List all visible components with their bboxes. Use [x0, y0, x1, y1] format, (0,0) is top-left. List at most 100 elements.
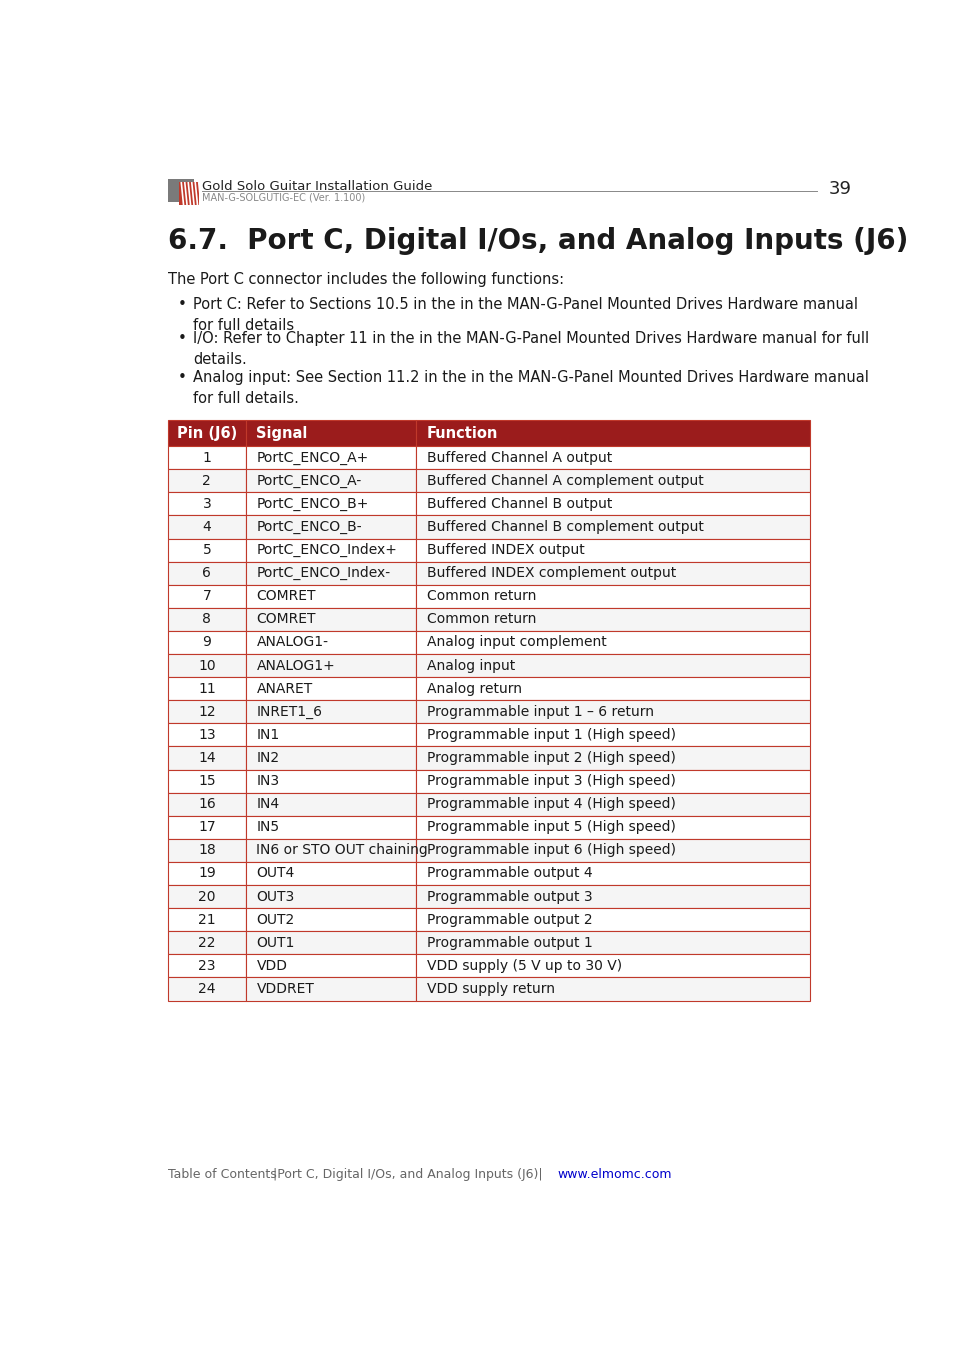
- Text: I/O: Refer to Chapter 11 in the in the MAN-G-Panel Mounted Drives Hardware manua: I/O: Refer to Chapter 11 in the in the M…: [193, 331, 868, 367]
- FancyBboxPatch shape: [168, 792, 245, 815]
- Text: 4: 4: [202, 520, 211, 535]
- FancyBboxPatch shape: [245, 909, 416, 931]
- FancyBboxPatch shape: [245, 931, 416, 954]
- Text: 12: 12: [198, 705, 215, 718]
- FancyBboxPatch shape: [168, 420, 245, 446]
- Text: Programmable output 1: Programmable output 1: [427, 936, 592, 950]
- FancyBboxPatch shape: [416, 838, 809, 861]
- FancyBboxPatch shape: [168, 724, 245, 747]
- Text: OUT3: OUT3: [256, 890, 294, 903]
- FancyBboxPatch shape: [416, 954, 809, 977]
- FancyBboxPatch shape: [168, 886, 245, 909]
- FancyBboxPatch shape: [416, 886, 809, 909]
- FancyBboxPatch shape: [416, 909, 809, 931]
- FancyBboxPatch shape: [416, 608, 809, 630]
- Text: OUT2: OUT2: [256, 913, 294, 926]
- FancyBboxPatch shape: [245, 954, 416, 977]
- Text: Programmable input 1 – 6 return: Programmable input 1 – 6 return: [427, 705, 653, 718]
- FancyBboxPatch shape: [245, 861, 416, 886]
- Text: PortC_ENCO_B+: PortC_ENCO_B+: [256, 497, 369, 510]
- FancyBboxPatch shape: [416, 724, 809, 747]
- Text: PortC_ENCO_B-: PortC_ENCO_B-: [256, 520, 362, 535]
- FancyBboxPatch shape: [245, 747, 416, 769]
- FancyBboxPatch shape: [245, 516, 416, 539]
- Text: OUT4: OUT4: [256, 867, 294, 880]
- Text: IN2: IN2: [256, 751, 279, 765]
- Text: IN4: IN4: [256, 798, 279, 811]
- Text: Programmable input 6 (High speed): Programmable input 6 (High speed): [427, 844, 676, 857]
- Text: Programmable input 3 (High speed): Programmable input 3 (High speed): [427, 774, 675, 788]
- FancyBboxPatch shape: [168, 815, 245, 838]
- Text: IN5: IN5: [256, 821, 279, 834]
- Text: The Port C connector includes the following functions:: The Port C connector includes the follow…: [168, 273, 563, 288]
- FancyBboxPatch shape: [168, 630, 245, 653]
- FancyBboxPatch shape: [416, 420, 809, 446]
- Text: 9: 9: [202, 636, 211, 649]
- Text: Analog return: Analog return: [427, 682, 521, 695]
- FancyBboxPatch shape: [245, 838, 416, 861]
- Text: PortC_ENCO_A+: PortC_ENCO_A+: [256, 451, 368, 464]
- FancyBboxPatch shape: [416, 562, 809, 585]
- FancyBboxPatch shape: [416, 701, 809, 724]
- FancyBboxPatch shape: [168, 446, 245, 470]
- FancyBboxPatch shape: [416, 446, 809, 470]
- FancyBboxPatch shape: [416, 630, 809, 653]
- FancyBboxPatch shape: [416, 539, 809, 562]
- FancyBboxPatch shape: [245, 470, 416, 493]
- Text: Signal: Signal: [256, 425, 308, 440]
- Text: 14: 14: [198, 751, 215, 765]
- Text: IN3: IN3: [256, 774, 279, 788]
- Text: 3: 3: [202, 497, 211, 510]
- Text: •: •: [178, 370, 187, 385]
- FancyBboxPatch shape: [416, 653, 809, 678]
- FancyBboxPatch shape: [245, 977, 416, 1000]
- Text: Programmable output 3: Programmable output 3: [427, 890, 592, 903]
- Text: Common return: Common return: [427, 613, 536, 626]
- FancyBboxPatch shape: [168, 653, 245, 678]
- FancyBboxPatch shape: [416, 931, 809, 954]
- Text: 24: 24: [198, 981, 215, 996]
- FancyBboxPatch shape: [416, 470, 809, 493]
- FancyBboxPatch shape: [168, 747, 245, 769]
- FancyBboxPatch shape: [416, 747, 809, 769]
- Text: 15: 15: [198, 774, 215, 788]
- Text: 10: 10: [198, 659, 215, 672]
- Text: 6: 6: [202, 566, 211, 580]
- Text: ANARET: ANARET: [256, 682, 313, 695]
- FancyBboxPatch shape: [245, 585, 416, 608]
- Text: |Port C, Digital I/Os, and Analog Inputs (J6)|: |Port C, Digital I/Os, and Analog Inputs…: [261, 1168, 542, 1181]
- Text: www.elmomc.com: www.elmomc.com: [557, 1168, 671, 1181]
- FancyBboxPatch shape: [416, 861, 809, 886]
- FancyBboxPatch shape: [245, 562, 416, 585]
- FancyBboxPatch shape: [168, 608, 245, 630]
- Text: Programmable output 4: Programmable output 4: [427, 867, 592, 880]
- Text: Buffered Channel A complement output: Buffered Channel A complement output: [427, 474, 703, 487]
- Text: Analog input complement: Analog input complement: [427, 636, 606, 649]
- Text: 21: 21: [198, 913, 215, 926]
- FancyBboxPatch shape: [168, 539, 245, 562]
- Text: 23: 23: [198, 958, 215, 973]
- Text: VDD: VDD: [256, 958, 287, 973]
- FancyBboxPatch shape: [168, 493, 245, 516]
- Text: Analog input: Analog input: [427, 659, 515, 672]
- FancyBboxPatch shape: [245, 886, 416, 909]
- FancyBboxPatch shape: [416, 585, 809, 608]
- Text: PortC_ENCO_A-: PortC_ENCO_A-: [256, 474, 361, 487]
- Text: COMRET: COMRET: [256, 613, 315, 626]
- Text: Pin (J6): Pin (J6): [176, 425, 236, 440]
- FancyBboxPatch shape: [245, 769, 416, 792]
- Text: ANALOG1-: ANALOG1-: [256, 636, 328, 649]
- Text: IN1: IN1: [256, 728, 279, 743]
- Text: 8: 8: [202, 613, 211, 626]
- FancyBboxPatch shape: [416, 769, 809, 792]
- Text: 20: 20: [198, 890, 215, 903]
- Text: 2: 2: [202, 474, 211, 487]
- Text: VDDRET: VDDRET: [256, 981, 314, 996]
- FancyBboxPatch shape: [416, 516, 809, 539]
- FancyBboxPatch shape: [168, 701, 245, 724]
- Text: 39: 39: [827, 181, 850, 198]
- FancyBboxPatch shape: [168, 516, 245, 539]
- FancyBboxPatch shape: [245, 724, 416, 747]
- Text: Buffered INDEX complement output: Buffered INDEX complement output: [427, 566, 676, 580]
- Text: INRET1_6: INRET1_6: [256, 705, 322, 718]
